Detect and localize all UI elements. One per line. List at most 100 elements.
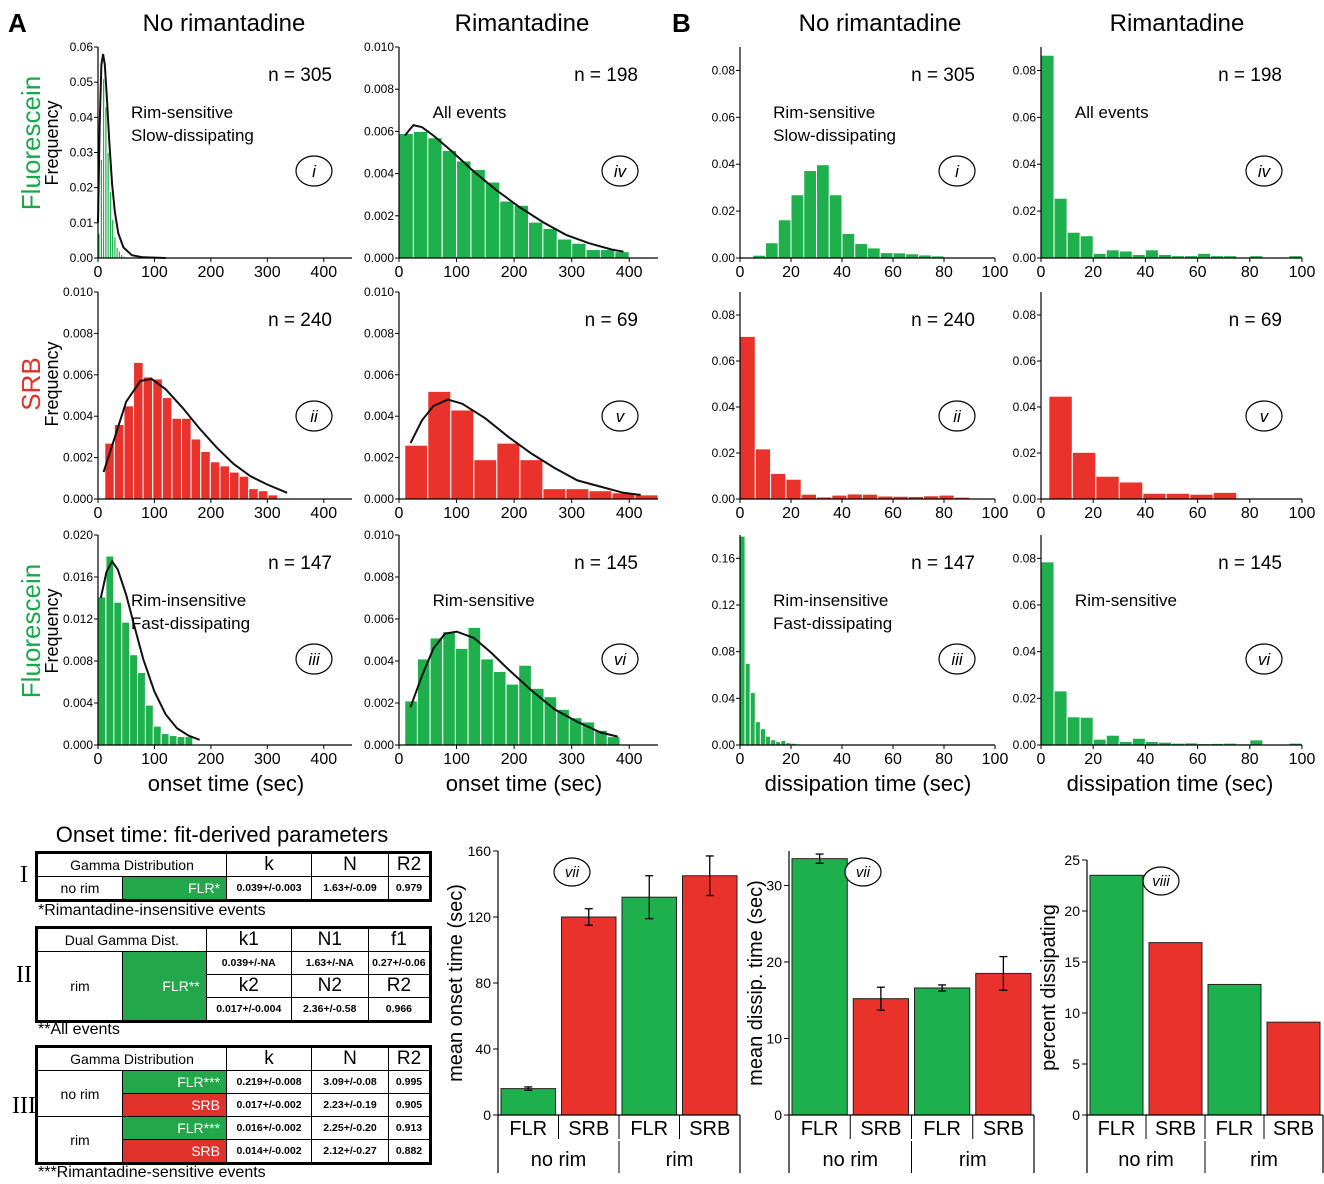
histogram-bar <box>200 450 211 500</box>
y-tick-label: 0.00 <box>712 738 736 752</box>
x-tick-label: 0 <box>395 505 404 522</box>
y-tick-label: 0.000 <box>364 251 394 265</box>
roman-circle <box>601 155 639 187</box>
y-tick-label: 0.12 <box>712 598 736 612</box>
x-tick-label: 300 <box>558 264 585 281</box>
category-label: FLR <box>630 1118 668 1140</box>
x-tick-label: 100 <box>982 751 1009 768</box>
y-tick-label: 0.03 <box>70 146 94 160</box>
x-tick-label: 400 <box>310 505 337 522</box>
y-tick-label: 0.02 <box>712 446 736 460</box>
x-tick-label: 40 <box>1137 751 1155 768</box>
n-label: n = 145 <box>1218 553 1282 574</box>
histogram-bar <box>121 621 131 746</box>
roman-circle <box>295 400 333 432</box>
x-tick-label: 300 <box>254 751 281 768</box>
t2-note: **All events <box>38 1021 120 1038</box>
x-tick-label: 60 <box>1189 505 1207 522</box>
histogram-bar <box>905 253 919 259</box>
t2-head-f1: f1 <box>367 927 432 952</box>
x-tick-label: 40 <box>833 751 851 768</box>
y-tick-label: 0.04 <box>712 400 736 414</box>
histogram-bar <box>614 251 630 259</box>
roman-circle <box>295 643 333 675</box>
annotation-text: Slow-dissipating <box>131 126 254 145</box>
roman-label: v <box>616 407 626 426</box>
roman-label: vii <box>856 864 871 881</box>
histogram-bar <box>1131 737 1146 746</box>
row-label-frequency: Frequency <box>42 341 62 426</box>
roman-circle <box>553 857 591 887</box>
histogram-bar <box>257 490 269 500</box>
t2-n2: 2.36+/-0.58 <box>290 997 369 1022</box>
x-tick-label: 60 <box>1189 751 1207 768</box>
y-tick-label: 0 <box>774 1107 782 1123</box>
histogram-bar <box>542 227 558 259</box>
histogram-bar <box>1048 395 1073 500</box>
histogram-bar <box>1040 561 1055 746</box>
histogram-bar <box>754 721 761 746</box>
t2-head-n2: N2 <box>290 974 369 998</box>
y-tick-label: 0.010 <box>364 528 394 542</box>
summary-bar <box>500 1088 556 1116</box>
histogram-bar <box>1079 235 1094 259</box>
y-tick-label: 30 <box>766 877 782 893</box>
t3-n-1: 3.09+/-0.08 <box>311 1070 390 1094</box>
t3-k-4: 0.014+/-0.002 <box>226 1139 313 1164</box>
y-tick-label: 120 <box>468 909 492 925</box>
histogram-bar <box>1144 249 1159 259</box>
t3-head-n: N <box>311 1046 390 1071</box>
category-label: FLR <box>801 1118 839 1140</box>
x-tick-label: 100 <box>443 505 470 522</box>
y-tick-label: 0.08 <box>1013 63 1037 77</box>
summary-bar <box>1148 942 1203 1116</box>
t1-cond: no rim <box>36 876 123 901</box>
summary-bar <box>975 972 1032 1116</box>
y-tick-label: 15 <box>1064 954 1080 970</box>
category-label: FLR <box>1216 1118 1254 1140</box>
summary-chart-c-onset: FLR SRB FLR SRB no rim rim 0 40 80 120 160 mean ons… <box>445 843 741 1173</box>
histogram-bar <box>137 672 146 746</box>
annotation-text: Rim-sensitive <box>1075 591 1177 610</box>
x-tick-label: 20 <box>782 751 800 768</box>
histogram-bar <box>496 442 521 500</box>
x-tick-label: 100 <box>141 505 168 522</box>
histogram-bar <box>248 488 259 500</box>
y-tick-label: 0.08 <box>712 645 736 659</box>
histogram-bar <box>803 170 817 259</box>
histogram-bar <box>398 133 414 259</box>
y-tick-label: 0.008 <box>63 654 93 668</box>
n-label: n = 198 <box>574 65 638 86</box>
y-tick-label: 0.004 <box>63 696 93 710</box>
summary-bar <box>621 896 677 1116</box>
y-tick-label: 0.01 <box>70 216 94 230</box>
histogram-bar <box>160 732 170 746</box>
annotation-text: All events <box>433 103 507 122</box>
panel-letter-a: A <box>8 8 27 38</box>
x-tick-label: 60 <box>1189 264 1207 281</box>
histogram-a-v: 0.000 0.002 0.004 0.006 0.008 0.010 0 100 200 300… <box>364 285 659 522</box>
histogram-bar <box>754 448 772 500</box>
histogram-bar <box>152 378 163 500</box>
roman-circle <box>601 400 639 432</box>
y-tick-label: 80 <box>475 975 491 991</box>
histogram-bar <box>542 488 567 500</box>
summary-bar <box>791 858 848 1116</box>
col-header-b-norim: No rimantadine <box>799 10 962 37</box>
x-tick-label: 0 <box>94 505 103 522</box>
roman-circle <box>938 155 976 187</box>
roman-label: iii <box>308 650 321 669</box>
y-tick-label: 0.002 <box>63 451 93 465</box>
histogram-a-iii: 0.000 0.004 0.008 0.012 0.016 0.020 0 100 200 300… <box>63 528 352 768</box>
histogram-bar <box>181 417 192 500</box>
y-tick-label: 0.05 <box>70 75 94 89</box>
summary-bar <box>1266 1021 1321 1116</box>
x-tick-label: 200 <box>501 751 528 768</box>
summary-bar <box>1089 874 1144 1116</box>
y-tick-label: 0.010 <box>364 285 394 299</box>
group-label: rim <box>1250 1149 1278 1171</box>
x-tick-label: 80 <box>935 751 953 768</box>
x-tick-label: 0 <box>1037 751 1046 768</box>
y-tick-label: 0.02 <box>70 181 94 195</box>
category-label: SRB <box>689 1118 730 1140</box>
